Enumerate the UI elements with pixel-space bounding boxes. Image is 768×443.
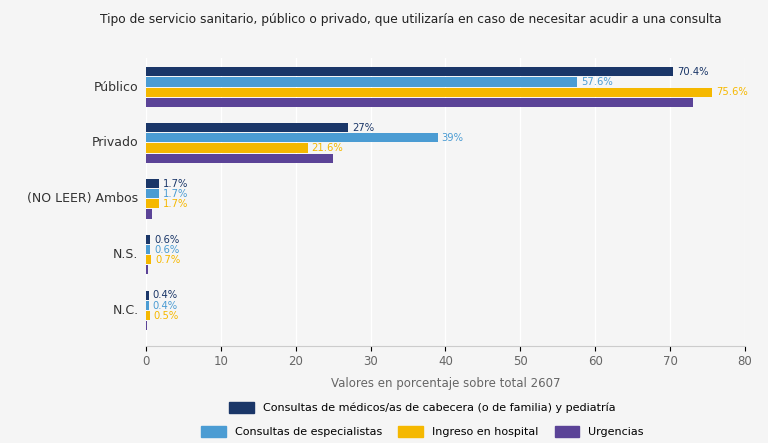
Text: 0.6%: 0.6% xyxy=(154,245,180,255)
Bar xyxy=(146,189,159,198)
Text: 39%: 39% xyxy=(442,133,464,143)
Bar xyxy=(146,301,149,310)
Text: 1.7%: 1.7% xyxy=(162,189,187,199)
Bar xyxy=(146,88,712,97)
Bar xyxy=(146,179,159,188)
Text: Privado: Privado xyxy=(92,136,138,149)
Bar xyxy=(146,265,148,274)
Bar xyxy=(146,210,152,218)
Text: 27%: 27% xyxy=(352,123,374,133)
Text: 75.6%: 75.6% xyxy=(716,87,747,97)
Bar xyxy=(146,291,149,300)
Text: 0.6%: 0.6% xyxy=(154,235,180,245)
Text: 0.4%: 0.4% xyxy=(153,300,177,311)
Text: N.S.: N.S. xyxy=(113,248,138,261)
Bar xyxy=(146,199,159,209)
Text: 1.7%: 1.7% xyxy=(162,179,187,189)
Text: N.C.: N.C. xyxy=(112,304,138,317)
Legend: Consultas de especialistas, Ingreso en hospital, Urgencias: Consultas de especialistas, Ingreso en h… xyxy=(201,426,644,437)
Bar xyxy=(146,255,151,264)
Text: Público: Público xyxy=(94,81,138,93)
Bar xyxy=(146,154,333,163)
Text: (NO LEER) Ambos: (NO LEER) Ambos xyxy=(28,192,138,206)
Bar xyxy=(146,67,673,77)
Bar xyxy=(146,133,438,143)
Text: Tipo de servicio sanitario, público o privado, que utilizaría en caso de necesit: Tipo de servicio sanitario, público o pr… xyxy=(100,13,721,26)
Bar xyxy=(146,78,578,86)
Bar xyxy=(146,123,348,132)
Bar xyxy=(146,235,151,244)
Text: 21.6%: 21.6% xyxy=(311,143,343,153)
Bar xyxy=(146,144,308,152)
Bar xyxy=(146,321,147,330)
Text: 0.7%: 0.7% xyxy=(155,255,180,265)
Bar xyxy=(146,311,150,320)
Text: 1.7%: 1.7% xyxy=(162,199,187,209)
Legend: Consultas de médicos/as de cabecera (o de familia) y pediatría: Consultas de médicos/as de cabecera (o d… xyxy=(230,402,615,413)
Text: 0.4%: 0.4% xyxy=(153,291,177,300)
Bar xyxy=(146,245,151,254)
X-axis label: Valores en porcentaje sobre total 2607: Valores en porcentaje sobre total 2607 xyxy=(331,377,560,389)
Text: 0.5%: 0.5% xyxy=(154,311,179,321)
Text: 70.4%: 70.4% xyxy=(677,67,708,77)
Bar xyxy=(146,97,693,107)
Text: 57.6%: 57.6% xyxy=(581,77,613,87)
